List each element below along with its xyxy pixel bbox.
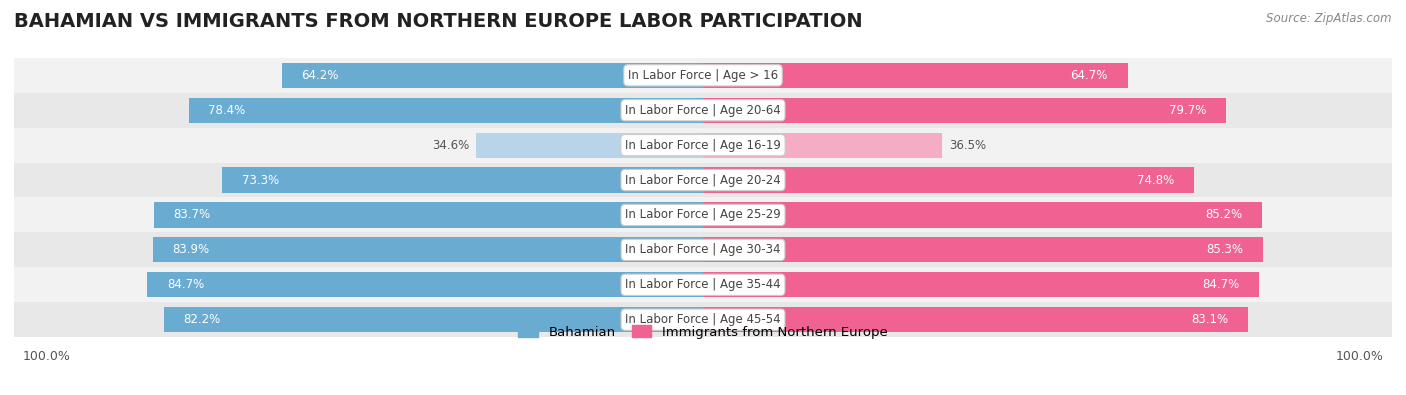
Bar: [703, 237, 1263, 262]
Text: 78.4%: 78.4%: [208, 104, 246, 117]
Bar: [0, 93, 1406, 128]
Text: In Labor Force | Age 20-64: In Labor Force | Age 20-64: [626, 104, 780, 117]
Bar: [703, 272, 1258, 297]
Bar: [0, 58, 1406, 93]
Text: 34.6%: 34.6%: [432, 139, 470, 152]
Bar: [222, 167, 703, 193]
Bar: [703, 167, 1194, 193]
Text: 82.2%: 82.2%: [183, 313, 221, 326]
Bar: [703, 133, 942, 158]
Bar: [703, 98, 1226, 123]
Text: In Labor Force | Age 35-44: In Labor Force | Age 35-44: [626, 278, 780, 291]
Text: 84.7%: 84.7%: [1202, 278, 1239, 291]
Bar: [0, 267, 1406, 302]
Text: 79.7%: 79.7%: [1168, 104, 1206, 117]
Text: 83.7%: 83.7%: [173, 209, 211, 222]
Bar: [0, 198, 1406, 232]
Bar: [148, 272, 703, 297]
Bar: [703, 307, 1249, 332]
Bar: [0, 163, 1406, 198]
Bar: [703, 202, 1263, 228]
Bar: [163, 307, 703, 332]
Bar: [188, 98, 703, 123]
Text: 85.3%: 85.3%: [1206, 243, 1243, 256]
Legend: Bahamian, Immigrants from Northern Europe: Bahamian, Immigrants from Northern Europ…: [513, 320, 893, 344]
Bar: [0, 302, 1406, 337]
Text: 64.2%: 64.2%: [301, 69, 339, 82]
Bar: [703, 63, 1128, 88]
Text: Source: ZipAtlas.com: Source: ZipAtlas.com: [1267, 12, 1392, 25]
Bar: [281, 63, 703, 88]
Text: In Labor Force | Age > 16: In Labor Force | Age > 16: [628, 69, 778, 82]
Text: 74.8%: 74.8%: [1137, 173, 1174, 186]
Bar: [152, 237, 703, 262]
Text: 64.7%: 64.7%: [1070, 69, 1108, 82]
Text: 73.3%: 73.3%: [242, 173, 278, 186]
Bar: [0, 232, 1406, 267]
Text: 83.9%: 83.9%: [172, 243, 209, 256]
Text: 84.7%: 84.7%: [167, 278, 204, 291]
Text: In Labor Force | Age 16-19: In Labor Force | Age 16-19: [626, 139, 780, 152]
Text: 36.5%: 36.5%: [949, 139, 986, 152]
Text: 83.1%: 83.1%: [1191, 313, 1229, 326]
Text: In Labor Force | Age 45-54: In Labor Force | Age 45-54: [626, 313, 780, 326]
Text: 85.2%: 85.2%: [1205, 209, 1243, 222]
Bar: [153, 202, 703, 228]
Text: In Labor Force | Age 25-29: In Labor Force | Age 25-29: [626, 209, 780, 222]
Text: BAHAMIAN VS IMMIGRANTS FROM NORTHERN EUROPE LABOR PARTICIPATION: BAHAMIAN VS IMMIGRANTS FROM NORTHERN EUR…: [14, 12, 863, 31]
Text: In Labor Force | Age 20-24: In Labor Force | Age 20-24: [626, 173, 780, 186]
Text: In Labor Force | Age 30-34: In Labor Force | Age 30-34: [626, 243, 780, 256]
Bar: [477, 133, 703, 158]
Bar: [0, 128, 1406, 163]
